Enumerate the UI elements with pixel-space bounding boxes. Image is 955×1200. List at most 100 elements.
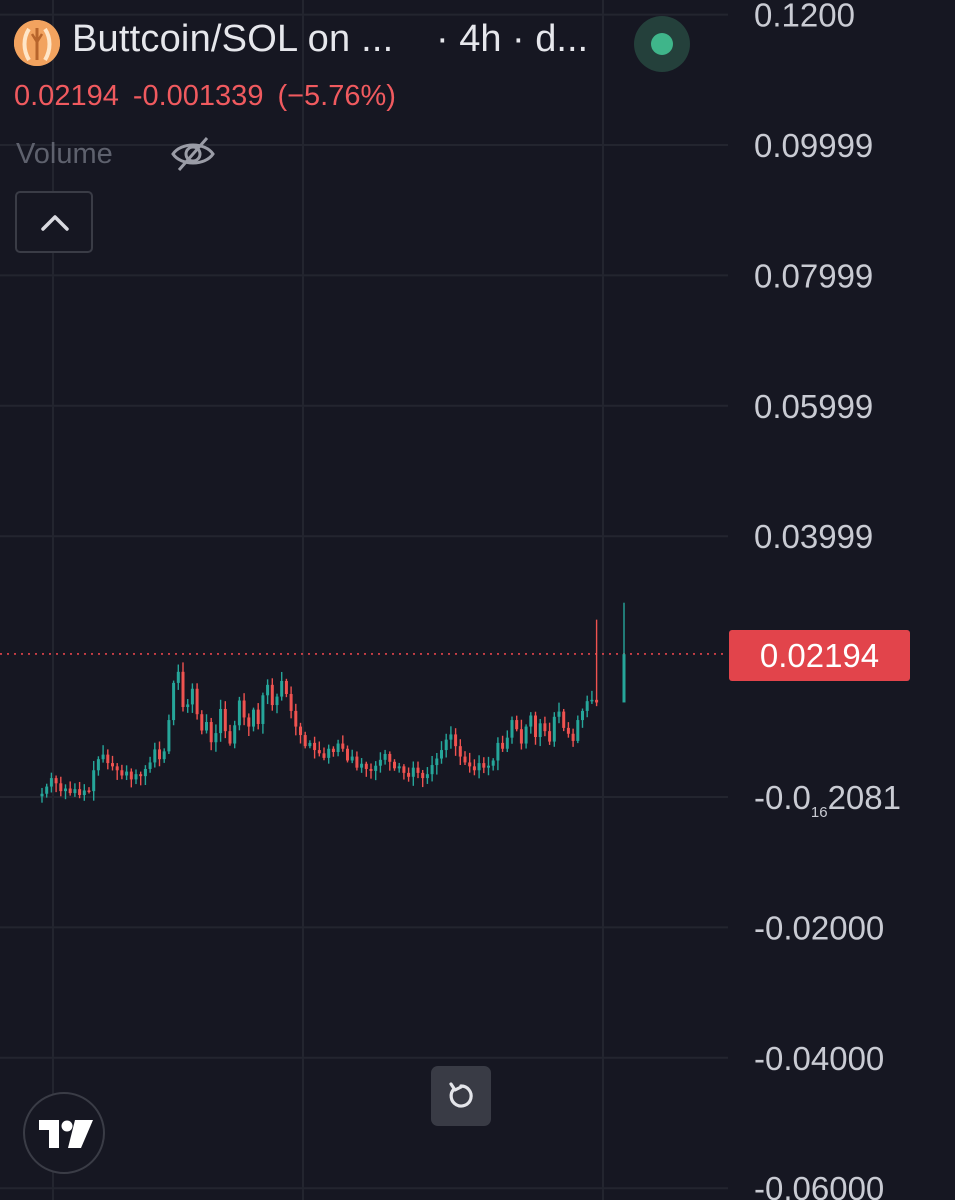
candle-body [134,774,138,780]
price-axis: 0.1200 0.09999 0.07999 0.05999 0.03999 -0.016… [754,0,901,1200]
symbol-title[interactable]: Buttcoin/SOL on ... [72,18,394,60]
candle-body [190,688,194,705]
candle-body [435,758,439,766]
candle-body [275,696,279,706]
candle-body [317,750,321,754]
candle-body [383,753,387,760]
candle-body [242,700,246,718]
candle-body [96,759,100,771]
price-axis-tick-label: 0.03999 [754,518,873,555]
candle-body [303,735,307,747]
candle-body [181,671,185,708]
interval-selector[interactable]: · 4h · d... [436,18,589,60]
candle-body [294,710,298,727]
tradingview-logo-icon[interactable] [23,1092,105,1174]
candle-body [308,742,312,747]
candle-body [449,734,453,740]
candle-body [120,770,124,776]
candle-body [468,762,472,767]
price-axis-tick-label: -0.04000 [754,1040,884,1077]
collapse-legend-button[interactable] [15,191,93,253]
candle-body [115,766,119,771]
candle-body [552,716,556,742]
candle-body [411,767,415,777]
candle-body [223,708,227,732]
candle-body [463,756,467,763]
market-open-dot-icon [651,33,673,55]
chart-header: Buttcoin/SOL on ... · 4h · d... [14,16,704,76]
candle-body [360,763,364,768]
candle-body [82,790,86,796]
candle-body [148,762,152,769]
candle-body [289,693,293,711]
candle-body [101,754,105,760]
candle-body [327,748,331,758]
candle-body [364,763,368,769]
price-axis-tick-label: -0.02000 [754,909,884,946]
price-axis-tick-label: 0.07999 [754,257,873,294]
candle-body [233,725,237,744]
candle-body [454,734,458,747]
candle-body [162,751,166,760]
candle-body [64,788,67,792]
candle-body [505,737,509,749]
candle-body [402,766,406,773]
candle-body [139,774,143,777]
candle-body [407,772,411,777]
reset-rotate-icon [449,1082,473,1108]
candle-body [158,749,161,760]
candle-body [346,748,349,761]
candle-body [92,770,96,792]
candle-body [487,765,490,768]
candle-body [378,759,382,766]
candle-body [214,733,218,743]
candle-body [355,756,359,768]
candle-body [68,788,72,794]
candle-body [524,726,528,744]
price-change-percent: (−5.76%) [277,80,396,112]
candle-body [252,709,255,727]
last-price-value: 0.02194 [14,80,119,112]
candle-body [78,789,82,796]
candle-body [416,767,420,773]
candle-body [543,723,547,732]
candle-body [336,743,340,753]
candle-body [186,704,190,708]
candle-body [534,715,537,738]
eye-off-icon[interactable] [170,134,216,174]
candle-body [515,720,519,730]
candle-body [393,761,396,769]
candle-body [322,753,326,758]
candle-body [397,766,401,769]
candle-body [421,772,425,779]
candle-body [195,688,199,715]
candle-body [501,742,505,749]
candle-body [261,695,265,724]
candle-body [477,763,481,771]
candle-body [482,763,486,768]
candle-body [200,714,204,731]
candle-body [430,765,434,775]
candle-body [562,711,566,728]
reset-chart-button[interactable] [431,1066,491,1126]
candle-body [566,727,570,734]
candle-body [219,708,223,734]
candle-body [266,684,270,696]
candle-body [529,715,533,727]
volume-label: Volume [16,138,113,170]
buttcoin-logo-icon [14,20,60,66]
candle-body [73,789,77,794]
candle-body [143,768,147,777]
market-status-indicator [634,16,690,72]
candle-body [444,739,448,751]
candle-body [538,723,542,738]
chevron-up-icon [41,215,69,231]
candle-body [125,771,129,776]
last-price-label: 0.02194 [729,630,910,681]
candle-body [388,753,392,762]
price-axis-tick-label: 0.09999 [754,127,873,164]
candle-body [111,763,114,767]
candle-body [425,774,429,779]
